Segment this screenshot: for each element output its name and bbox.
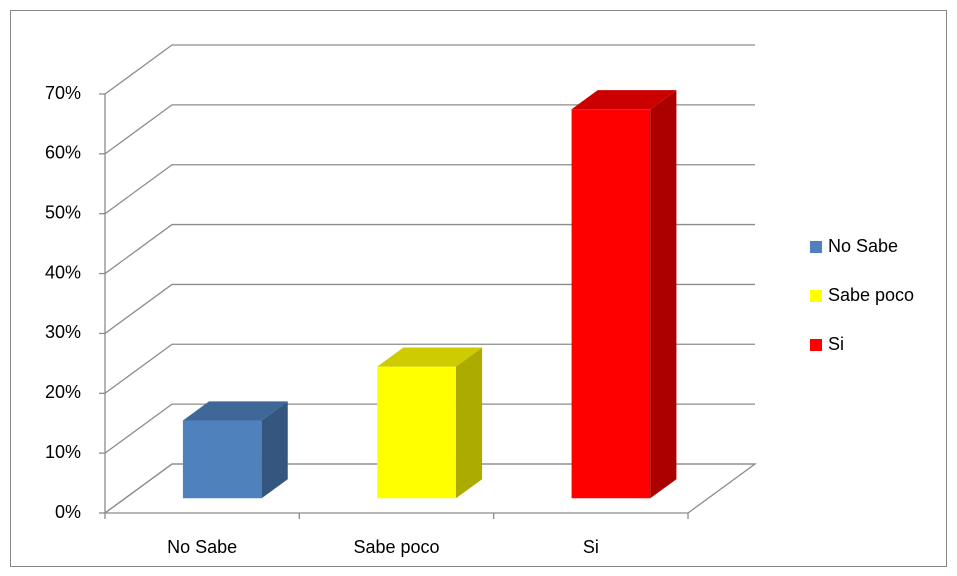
bar-front — [571, 109, 651, 499]
bar-side — [650, 90, 677, 499]
grid-line — [104, 403, 755, 454]
grid-line — [104, 343, 755, 394]
grid-line — [104, 463, 755, 514]
x-tick-label: Si — [583, 537, 599, 557]
bar-top — [377, 347, 483, 367]
bar-side — [455, 347, 483, 499]
legend-label: Si — [828, 334, 844, 354]
y-tick-label: 20% — [45, 382, 81, 402]
legend-swatch — [810, 241, 822, 253]
y-tick-label: 50% — [45, 202, 81, 222]
legend-label: No Sabe — [828, 236, 898, 256]
chart-border — [10, 10, 947, 567]
y-tick-label: 60% — [45, 143, 81, 163]
y-tick-label: 10% — [45, 442, 81, 462]
bar-front — [377, 366, 456, 499]
y-tick-label: 40% — [45, 262, 81, 282]
legend-swatch — [810, 290, 822, 302]
y-tick-label: 70% — [45, 83, 81, 103]
x-tick-label: No Sabe — [167, 537, 237, 557]
bar-top — [182, 401, 288, 421]
y-tick-label: 0% — [55, 502, 81, 522]
y-tick-label: 30% — [45, 322, 81, 342]
x-tick-label: Sabe poco — [353, 537, 439, 557]
grid-line — [104, 164, 755, 215]
legend-swatch — [810, 339, 822, 351]
bar-side — [261, 401, 288, 499]
grid-line — [104, 283, 755, 334]
bar-front — [182, 420, 262, 499]
grid-line — [104, 44, 755, 95]
legend-label: Sabe poco — [828, 285, 914, 305]
bar-top — [571, 90, 677, 110]
grid-line — [104, 223, 755, 275]
grid-line — [104, 104, 755, 155]
